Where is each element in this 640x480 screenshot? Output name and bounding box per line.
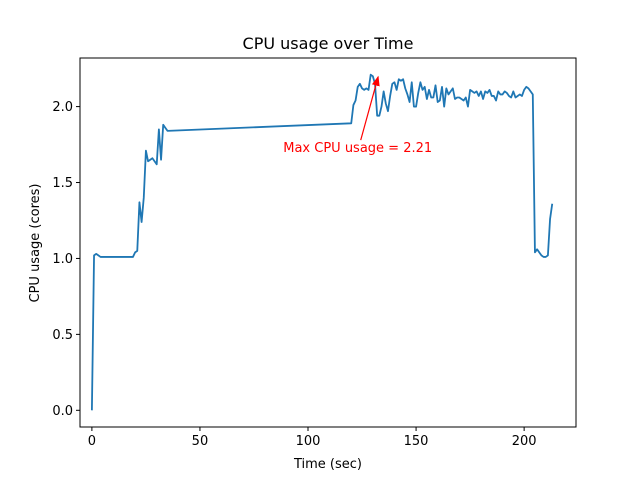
y-tick-label: 0.5 — [52, 328, 73, 343]
x-tick-label: 50 — [192, 434, 209, 449]
x-tick-label: 150 — [404, 434, 429, 449]
annotation-layer: Max CPU usage = 2.21 — [283, 75, 432, 156]
series-layer — [90, 73, 554, 411]
plot-frame — [79, 57, 577, 428]
plot-background — [80, 58, 576, 427]
y-axis: 0.0 0.5 1.0 1.5 2.0 — [52, 100, 80, 419]
chart-title: CPU usage over Time — [243, 34, 414, 53]
x-axis: 0 50 100 150 200 — [88, 427, 537, 449]
y-tick-label: 1.0 — [52, 252, 73, 267]
x-axis-label: Time (sec) — [293, 457, 362, 472]
annotation-label: Max CPU usage = 2.21 — [283, 141, 432, 156]
series-line-0 — [90, 73, 554, 411]
x-tick-label: 0 — [88, 434, 96, 449]
y-tick-label: 0.0 — [52, 404, 73, 419]
annotation-arrow — [360, 75, 380, 141]
y-tick-label: 2.0 — [52, 100, 73, 115]
y-axis-label: CPU usage (cores) — [28, 184, 43, 303]
y-tick-label: 1.5 — [52, 176, 73, 191]
x-tick-label: 100 — [296, 434, 321, 449]
x-tick-label: 200 — [512, 434, 537, 449]
